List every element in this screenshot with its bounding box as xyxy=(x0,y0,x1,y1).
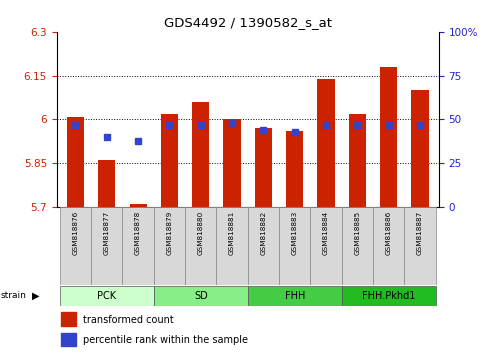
Bar xyxy=(286,131,303,207)
Bar xyxy=(317,79,335,207)
Text: GSM818884: GSM818884 xyxy=(323,211,329,255)
Bar xyxy=(154,286,248,306)
Text: GSM818876: GSM818876 xyxy=(72,211,78,255)
Bar xyxy=(185,207,216,285)
Text: FHH: FHH xyxy=(284,291,305,301)
Bar xyxy=(248,286,342,306)
Text: GSM818877: GSM818877 xyxy=(104,211,110,255)
Bar xyxy=(255,128,272,207)
Bar xyxy=(311,207,342,285)
Text: FHH.Pkhd1: FHH.Pkhd1 xyxy=(362,291,415,301)
Text: ▶: ▶ xyxy=(32,291,39,301)
Bar xyxy=(98,160,115,207)
Bar xyxy=(342,207,373,285)
Bar xyxy=(60,286,154,306)
Text: PCK: PCK xyxy=(97,291,116,301)
Bar xyxy=(373,207,404,285)
Bar xyxy=(223,119,241,207)
Text: GSM818881: GSM818881 xyxy=(229,211,235,255)
Text: GSM818880: GSM818880 xyxy=(198,211,204,255)
Bar xyxy=(342,286,436,306)
Bar xyxy=(380,67,397,207)
Bar xyxy=(61,312,76,326)
Text: strain: strain xyxy=(1,291,27,301)
Title: GDS4492 / 1390582_s_at: GDS4492 / 1390582_s_at xyxy=(164,16,332,29)
Text: GSM818883: GSM818883 xyxy=(292,211,298,255)
Text: SD: SD xyxy=(194,291,208,301)
Bar xyxy=(279,207,311,285)
Text: GSM818878: GSM818878 xyxy=(135,211,141,255)
Bar xyxy=(161,114,178,207)
Bar xyxy=(61,333,76,346)
Bar xyxy=(349,114,366,207)
Text: GSM818885: GSM818885 xyxy=(354,211,360,255)
Bar xyxy=(91,207,122,285)
Text: GSM818887: GSM818887 xyxy=(417,211,423,255)
Text: GSM818879: GSM818879 xyxy=(167,211,173,255)
Text: transformed count: transformed count xyxy=(83,315,174,325)
Bar xyxy=(404,207,436,285)
Bar xyxy=(248,207,279,285)
Bar xyxy=(411,90,428,207)
Text: GSM818886: GSM818886 xyxy=(386,211,391,255)
Bar xyxy=(122,207,154,285)
Bar xyxy=(216,207,248,285)
Bar xyxy=(192,102,210,207)
Bar xyxy=(154,207,185,285)
Bar xyxy=(67,116,84,207)
Text: percentile rank within the sample: percentile rank within the sample xyxy=(83,335,248,345)
Bar xyxy=(60,207,91,285)
Bar xyxy=(130,204,147,207)
Text: GSM818882: GSM818882 xyxy=(260,211,266,255)
